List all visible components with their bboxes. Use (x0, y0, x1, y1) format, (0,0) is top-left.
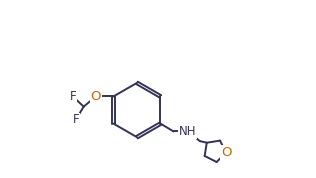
Text: O: O (221, 146, 231, 159)
Text: F: F (72, 113, 79, 126)
Text: NH: NH (179, 125, 197, 138)
Text: O: O (91, 90, 101, 103)
Text: F: F (70, 90, 76, 103)
